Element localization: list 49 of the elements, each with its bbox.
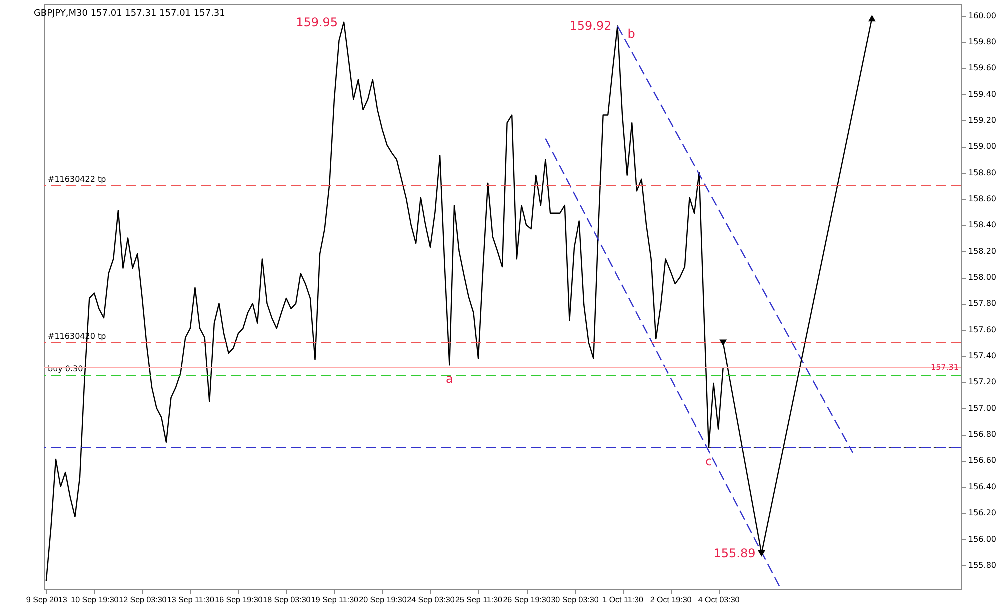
ref-line-label: 157.31 [931, 362, 959, 372]
x-tick-label: 2 Oct 19:30 [650, 596, 692, 604]
annotation: a [446, 372, 454, 386]
x-tick-label: 13 Sep 11:30 [167, 596, 215, 604]
x-tick-label: 19 Sep 11:30 [311, 596, 360, 604]
y-tick-label: 158.60 [968, 194, 996, 204]
data-label: 155.89 [714, 546, 756, 561]
y-tick-label: 156.80 [968, 430, 996, 440]
x-tick-label: 18 Sep 03:30 [263, 596, 312, 604]
point [720, 340, 728, 346]
y-tick-label: 159.80 [968, 37, 996, 46]
data-label: 159.95 [296, 15, 338, 30]
y-tick-label: 156.40 [968, 482, 996, 492]
y-tick-label: 160.00 [968, 11, 996, 20]
y-tick-label: 156.00 [968, 534, 996, 544]
annotation: c [706, 454, 712, 469]
text: GBPJPY,M30 157.01 157.31 157.01 157.31 [34, 9, 226, 19]
y-tick-label: 159.40 [968, 90, 996, 99]
x-tick-label: 25 Sep 11:30 [455, 596, 504, 604]
x-tick-label: 4 Oct 03:30 [698, 596, 740, 604]
annotation: b [628, 27, 636, 42]
y-tick-label: 159.20 [968, 116, 996, 125]
x-tick-label: 1 Oct 11:30 [602, 596, 644, 604]
y-tick-label: 158.80 [968, 168, 996, 178]
y-tick-label: 157.60 [968, 325, 996, 334]
y-tick-label: 157.00 [968, 404, 996, 413]
y-tick-label: 159.60 [968, 64, 996, 73]
y-tick-label: 157.40 [968, 352, 996, 361]
point [868, 15, 876, 22]
y-tick-label: 156.60 [968, 456, 996, 466]
y-tick-label: 157.80 [968, 299, 996, 308]
x-tick-label: 24 Sep 03:30 [407, 596, 456, 604]
y-tick-label: 158.00 [968, 273, 996, 282]
y-tick-label: 156.20 [968, 508, 996, 518]
x-tick-label: 16 Sep 19:30 [215, 596, 264, 604]
x-tick-label: 30 Sep 03:30 [551, 596, 600, 604]
x-tick-label: 26 Sep 19:30 [503, 596, 552, 604]
data-label: 159.92 [570, 19, 612, 34]
x-tick-label: 12 Sep 03:30 [119, 596, 168, 604]
y-tick-label: 158.40 [968, 220, 996, 230]
y-tick-label: 157.20 [968, 378, 996, 387]
x-tick-label: 10 Sep 19:30 [71, 596, 120, 604]
point [758, 550, 766, 557]
x-tick-label: 9 Sep 2013 [26, 596, 68, 604]
y-tick-label: 159.00 [968, 142, 996, 152]
ref-line-label: #11630422 tp [48, 174, 106, 184]
y-tick-label: 158.20 [968, 246, 996, 256]
y-tick-label: 155.80 [968, 560, 996, 570]
x-tick-label: 20 Sep 19:30 [359, 596, 408, 604]
